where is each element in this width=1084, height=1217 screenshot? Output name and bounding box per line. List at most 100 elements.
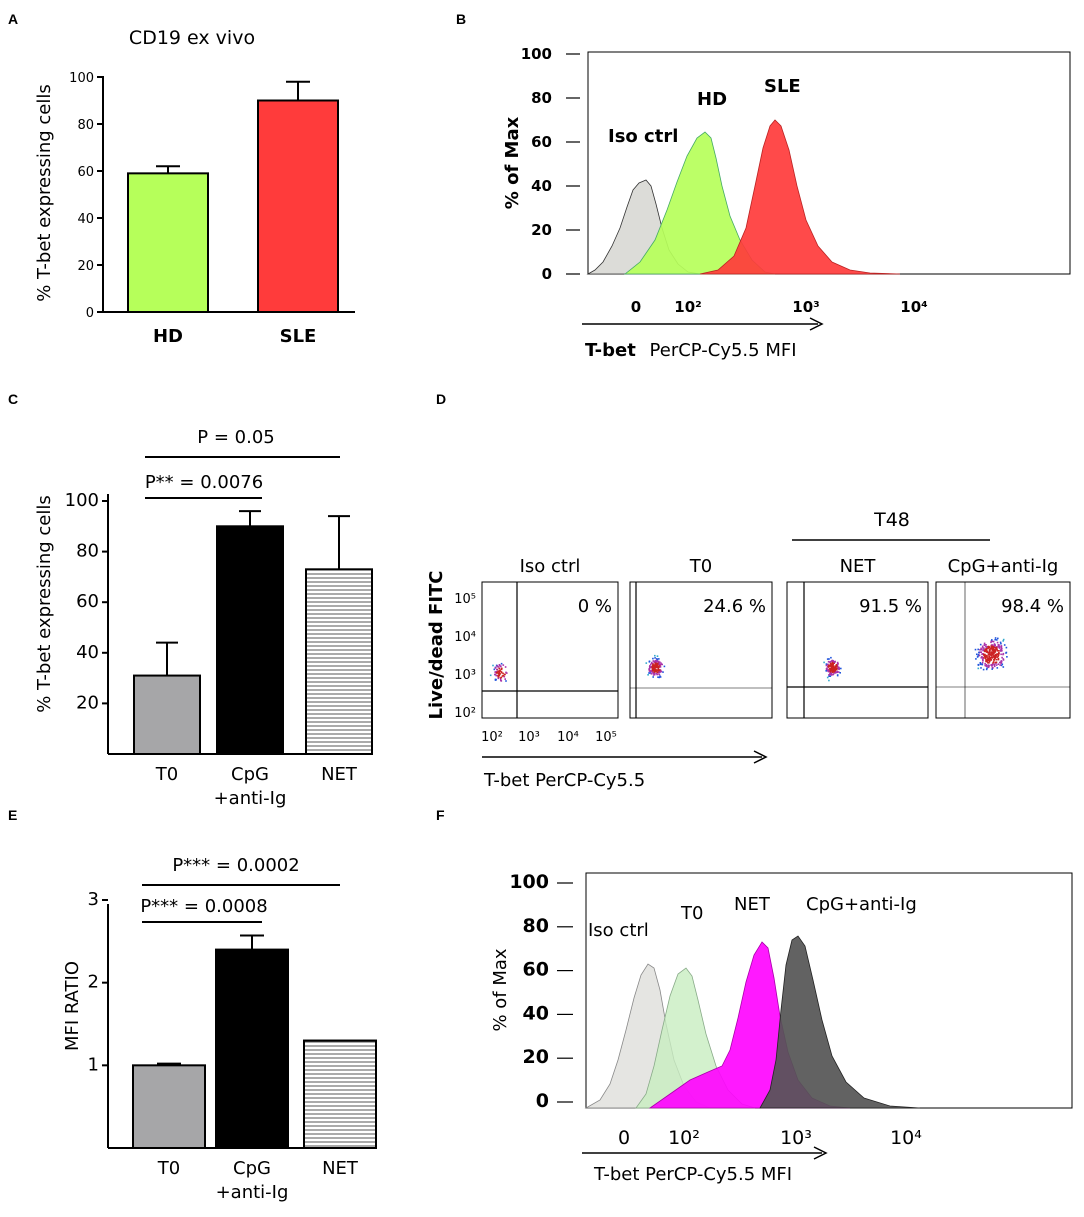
panel-b-xlabel-bold: T-bet bbox=[585, 340, 636, 361]
panel-d-event-dot bbox=[988, 665, 990, 667]
panel-d-event-dot bbox=[500, 662, 503, 665]
panel-d-event-dot bbox=[982, 659, 984, 662]
panel-d-event-dot bbox=[986, 651, 988, 653]
panel-e-ytick-label: 1 bbox=[88, 1054, 99, 1075]
panel-d-event-dot bbox=[990, 641, 992, 644]
panel-d-event-dot bbox=[992, 661, 995, 663]
panel-b-label-sle: SLE bbox=[764, 76, 801, 97]
panel-b-ylabel: % of Max bbox=[502, 116, 523, 209]
panel-d-event-dot bbox=[825, 670, 827, 672]
panel-d-event-dot bbox=[502, 674, 505, 677]
panel-d-event-dot bbox=[499, 678, 502, 681]
panel-d-event-dot bbox=[993, 649, 996, 651]
panel-d-event-dot bbox=[1002, 640, 1004, 642]
panel-d-event-dot bbox=[980, 657, 983, 659]
panel-d-event-dot bbox=[981, 661, 984, 664]
panel-d-event-dot bbox=[998, 645, 1001, 648]
panel-d-event-dot bbox=[1000, 664, 1003, 667]
panel-d-event-dot bbox=[1000, 645, 1003, 647]
panel-d-event-dot bbox=[498, 674, 501, 677]
panel-b-xtick: 0 bbox=[631, 298, 641, 316]
panel-d-event-dot bbox=[1001, 648, 1003, 650]
panel-d-event-dot bbox=[994, 645, 996, 647]
panel-f-xtick: 10⁴ bbox=[890, 1127, 922, 1149]
panel-d-event-dot bbox=[992, 647, 994, 650]
panel-d-event-dot bbox=[650, 666, 653, 669]
panel-a-ytick-label: 100 bbox=[69, 71, 94, 86]
panel-d-event-dot bbox=[995, 646, 998, 649]
panel-d-event-dot bbox=[499, 677, 502, 679]
panel-d-event-dot bbox=[833, 669, 835, 671]
panel-d-event-dot bbox=[981, 645, 984, 648]
panel-d-event-dot bbox=[648, 670, 651, 672]
panel-d-event-dot bbox=[504, 678, 506, 680]
panel-d-event-dot bbox=[983, 642, 986, 645]
panel-d-percent-label: 24.6 % bbox=[703, 596, 766, 617]
panel-d-event-dot bbox=[996, 667, 999, 669]
panel-d-event-dot bbox=[500, 679, 502, 682]
panel-d-event-dot bbox=[662, 671, 664, 673]
panel-d-event-dot bbox=[1001, 663, 1004, 665]
panel-d-event-dot bbox=[998, 647, 1001, 649]
panel-d-event-dot bbox=[991, 640, 994, 643]
panel-d-event-dot bbox=[659, 666, 662, 668]
panel-d-event-dot bbox=[986, 667, 988, 669]
panel-d-t48-label: T48 bbox=[873, 509, 910, 531]
panel-d-event-dot bbox=[827, 663, 829, 666]
panel-d-xtick-label: 10³ bbox=[518, 730, 540, 745]
panel-c-ytick-label: 60 bbox=[76, 591, 99, 612]
panel-f-ytick-label: 100 bbox=[509, 871, 549, 893]
panel-d-event-dot bbox=[660, 670, 663, 673]
panel-d-event-dot bbox=[660, 663, 662, 666]
panel-d-event-dot bbox=[825, 664, 828, 667]
panel-d-event-dot bbox=[984, 653, 986, 656]
panel-d-event-dot bbox=[657, 676, 659, 678]
panel-d-event-dot bbox=[833, 671, 836, 673]
panel-f-histogram: % of Max 0 20 40 60 80 100 Iso ctrl T0 NET Cp… bbox=[490, 871, 1073, 1185]
panel-d-event-dot bbox=[830, 672, 832, 674]
panel-d-event-dot bbox=[1002, 653, 1004, 656]
panel-d-event-dot bbox=[977, 648, 979, 651]
panel-d-event-dot bbox=[649, 672, 651, 674]
panel-d-event-dot bbox=[991, 639, 993, 641]
panel-d-event-dot bbox=[658, 663, 660, 665]
panel-d-event-dot bbox=[500, 668, 503, 671]
panel-e-ytick-label: 2 bbox=[88, 972, 99, 993]
panel-d-event-dot bbox=[991, 653, 994, 655]
panel-d-event-dot bbox=[980, 651, 982, 653]
panel-d-event-dot bbox=[993, 643, 996, 645]
panel-d-event-dot bbox=[988, 660, 991, 663]
panel-d-event-dot bbox=[988, 653, 990, 656]
panel-f-cpg-curve bbox=[759, 935, 921, 1109]
panel-d-event-dot bbox=[995, 664, 998, 666]
panel-d-event-dot bbox=[992, 667, 994, 669]
panel-e-bar-t0 bbox=[132, 1064, 206, 1150]
panel-d-event-dot bbox=[839, 672, 841, 674]
panel-c-ytick-label: 100 bbox=[65, 490, 99, 511]
panel-d-event-dot bbox=[826, 658, 829, 660]
panel-d-event-dot bbox=[988, 655, 990, 658]
panel-d-event-dot bbox=[655, 672, 658, 675]
panel-d-event-dot bbox=[1001, 649, 1003, 652]
panel-d-event-dot bbox=[992, 651, 994, 653]
panel-d-event-dot bbox=[659, 665, 661, 667]
panel-d-plot-frame bbox=[629, 581, 773, 719]
panel-d-event-dot bbox=[827, 665, 830, 668]
panel-d-event-dot bbox=[652, 657, 654, 660]
panel-d-event-dot bbox=[652, 676, 654, 678]
panel-f-label-cpg: CpG+anti-Ig bbox=[806, 894, 917, 915]
panel-d-event-dot bbox=[984, 648, 987, 650]
panel-d-event-dot bbox=[984, 656, 987, 659]
panel-f-ytick-label: 40 bbox=[523, 1002, 549, 1024]
panel-d-event-dot bbox=[981, 653, 984, 655]
panel-d-event-dot bbox=[502, 664, 505, 666]
panel-letter-c: C bbox=[8, 391, 18, 407]
panel-d-event-dot bbox=[996, 648, 998, 650]
panel-d-event-dot bbox=[827, 669, 829, 671]
panel-e-bar-net bbox=[303, 1039, 377, 1149]
panel-d-event-dot bbox=[830, 665, 833, 668]
panel-d-event-dot bbox=[1000, 646, 1003, 648]
panel-d-event-dot bbox=[838, 668, 840, 671]
panel-d-event-dot bbox=[991, 656, 993, 658]
panel-d-event-dot bbox=[995, 648, 997, 651]
